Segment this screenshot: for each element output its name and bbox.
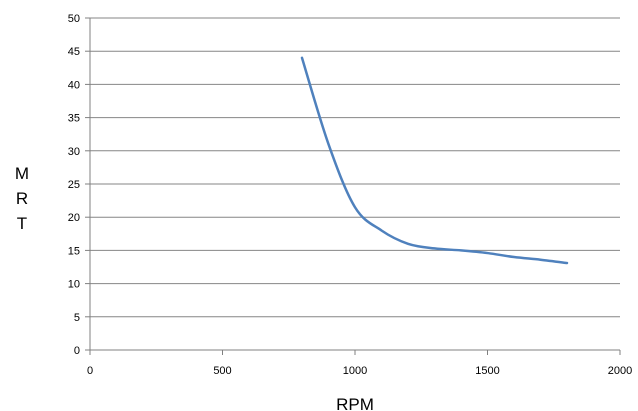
y-tick-label-45: 45 xyxy=(68,46,80,58)
y-axis-title-letter-m: M xyxy=(15,164,29,183)
y-tick-label-15: 15 xyxy=(68,245,80,257)
y-axis-title: M R T xyxy=(15,164,29,233)
y-tick-label-40: 40 xyxy=(68,79,80,91)
x-tick-label-2000: 2000 xyxy=(608,365,632,377)
y-axis-title-letter-r: R xyxy=(16,189,28,208)
y-tick-label-0: 0 xyxy=(74,345,80,357)
y-tick-label-50: 50 xyxy=(68,13,80,25)
y-tick-label-20: 20 xyxy=(68,212,80,224)
y-tick-label-35: 35 xyxy=(68,113,80,125)
y-axis-title-letter-t: T xyxy=(17,214,27,233)
data-point-1400 xyxy=(459,248,463,252)
data-point-1100 xyxy=(380,228,384,232)
data-point-800 xyxy=(300,56,304,60)
data-point-1300 xyxy=(433,246,437,250)
y-tick-label-30: 30 xyxy=(68,146,80,158)
y-tick-labels: 0 5 10 15 20 25 30 35 40 45 50 xyxy=(68,13,80,357)
x-tick-marks xyxy=(89,350,621,355)
data-point-1800 xyxy=(565,261,569,265)
x-tick-label-500: 500 xyxy=(213,365,231,377)
y-tick-label-5: 5 xyxy=(74,312,80,324)
x-tick-label-1500: 1500 xyxy=(475,365,499,377)
x-tick-labels: 0 500 1000 1500 2000 xyxy=(87,365,632,377)
data-point-1500 xyxy=(486,251,490,255)
data-point-1000 xyxy=(353,205,357,209)
data-point-1700 xyxy=(539,258,543,262)
y-tick-label-25: 25 xyxy=(68,179,80,191)
x-tick-label-0: 0 xyxy=(87,365,93,377)
y-tick-marks xyxy=(85,17,90,351)
x-tick-label-1000: 1000 xyxy=(343,365,367,377)
data-points xyxy=(300,56,569,265)
y-tick-label-10: 10 xyxy=(68,279,80,291)
x-axis-title: RPM xyxy=(336,395,374,411)
data-point-900 xyxy=(327,142,331,146)
gridlines xyxy=(90,17,620,318)
data-point-1200 xyxy=(406,242,410,246)
data-point-1600 xyxy=(512,255,516,259)
series-line xyxy=(300,56,569,265)
